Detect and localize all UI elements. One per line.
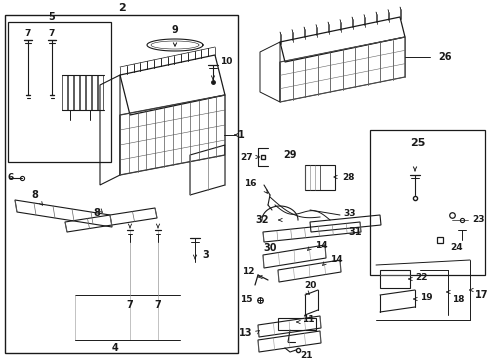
Bar <box>5 15 238 353</box>
Bar <box>305 165 334 190</box>
Bar <box>369 130 484 275</box>
Text: 25: 25 <box>409 138 425 148</box>
Text: 4: 4 <box>111 343 118 353</box>
Text: 12: 12 <box>242 266 254 275</box>
Text: 16: 16 <box>244 179 257 188</box>
Text: 7: 7 <box>25 30 31 39</box>
Text: 11: 11 <box>302 315 314 324</box>
Text: 19: 19 <box>419 292 432 302</box>
Text: 8: 8 <box>32 190 39 200</box>
Bar <box>278 318 315 330</box>
Text: 27: 27 <box>240 153 252 162</box>
Text: 18: 18 <box>451 296 464 305</box>
Text: 23: 23 <box>471 216 484 225</box>
Bar <box>80 75 85 110</box>
Text: 29: 29 <box>283 150 296 160</box>
Text: 6: 6 <box>7 174 13 183</box>
Text: 32: 32 <box>254 215 268 225</box>
Text: 10: 10 <box>220 58 232 67</box>
Text: 14: 14 <box>329 256 342 265</box>
Text: 7: 7 <box>126 300 133 310</box>
Text: 7: 7 <box>49 30 55 39</box>
Text: 31: 31 <box>347 227 361 237</box>
Text: 2: 2 <box>118 3 125 13</box>
Bar <box>98 75 103 110</box>
Bar <box>8 22 111 162</box>
Text: 8: 8 <box>93 208 100 218</box>
Text: 26: 26 <box>437 52 450 62</box>
Bar <box>379 270 409 288</box>
Text: 14: 14 <box>314 240 327 249</box>
Bar <box>86 75 91 110</box>
Text: 17: 17 <box>474 290 488 300</box>
Text: 33: 33 <box>342 208 355 217</box>
Text: 13: 13 <box>238 328 251 338</box>
Text: 28: 28 <box>341 172 354 181</box>
Bar <box>62 75 67 110</box>
Text: 1: 1 <box>238 130 244 140</box>
Text: 21: 21 <box>299 351 312 360</box>
Text: 7: 7 <box>154 300 161 310</box>
Text: 20: 20 <box>303 280 316 289</box>
Text: 5: 5 <box>48 12 55 22</box>
Bar <box>74 75 79 110</box>
Text: 15: 15 <box>240 296 252 305</box>
Text: 9: 9 <box>171 25 178 35</box>
Text: 30: 30 <box>263 243 276 253</box>
Bar <box>92 75 97 110</box>
Text: 3: 3 <box>202 250 208 260</box>
Text: 24: 24 <box>449 243 462 252</box>
Text: 22: 22 <box>414 273 427 282</box>
Bar <box>305 165 319 190</box>
Bar <box>68 75 73 110</box>
